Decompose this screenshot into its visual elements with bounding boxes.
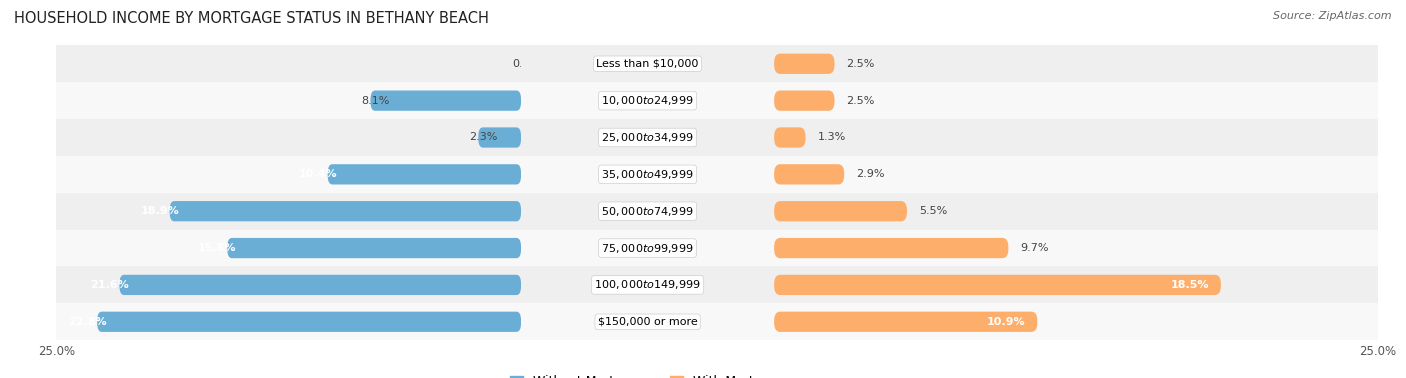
Bar (522, 303, 775, 340)
FancyBboxPatch shape (775, 54, 835, 74)
Bar (522, 156, 775, 193)
Text: Less than $10,000: Less than $10,000 (596, 59, 699, 69)
Bar (775, 119, 1378, 156)
FancyBboxPatch shape (228, 238, 522, 258)
FancyBboxPatch shape (120, 275, 522, 295)
FancyBboxPatch shape (775, 201, 907, 222)
FancyBboxPatch shape (775, 127, 806, 148)
Text: 2.5%: 2.5% (846, 96, 875, 105)
Text: 9.7%: 9.7% (1021, 243, 1049, 253)
FancyBboxPatch shape (775, 238, 1008, 258)
Text: 2.5%: 2.5% (846, 59, 875, 69)
Text: 0.0%: 0.0% (512, 59, 540, 69)
Text: 15.8%: 15.8% (198, 243, 236, 253)
Bar (775, 266, 1378, 303)
Bar (522, 82, 775, 119)
Bar (522, 193, 775, 229)
Text: 2.9%: 2.9% (856, 169, 884, 179)
Bar (56, 303, 522, 340)
Bar (56, 266, 522, 303)
FancyBboxPatch shape (775, 275, 1220, 295)
Bar (522, 119, 775, 156)
Text: $35,000 to $49,999: $35,000 to $49,999 (602, 168, 693, 181)
Bar (775, 156, 1378, 193)
Text: $100,000 to $149,999: $100,000 to $149,999 (595, 279, 702, 291)
Text: $50,000 to $74,999: $50,000 to $74,999 (602, 205, 693, 218)
Text: 18.5%: 18.5% (1170, 280, 1209, 290)
Bar (775, 229, 1378, 266)
Bar (522, 266, 775, 303)
Bar (56, 193, 522, 229)
Bar (775, 303, 1378, 340)
Bar (56, 156, 522, 193)
Legend: Without Mortgage, With Mortgage: Without Mortgage, With Mortgage (505, 370, 790, 378)
Text: $10,000 to $24,999: $10,000 to $24,999 (602, 94, 693, 107)
Bar (775, 193, 1378, 229)
Bar (56, 45, 522, 82)
Text: 22.8%: 22.8% (67, 317, 107, 327)
Text: 10.4%: 10.4% (298, 169, 337, 179)
FancyBboxPatch shape (775, 164, 844, 184)
Text: $75,000 to $99,999: $75,000 to $99,999 (602, 242, 693, 254)
FancyBboxPatch shape (97, 311, 522, 332)
Text: $25,000 to $34,999: $25,000 to $34,999 (602, 131, 693, 144)
Text: 10.9%: 10.9% (987, 317, 1025, 327)
Bar (56, 229, 522, 266)
Text: Source: ZipAtlas.com: Source: ZipAtlas.com (1274, 11, 1392, 21)
Bar (522, 229, 775, 266)
FancyBboxPatch shape (328, 164, 522, 184)
Text: 21.6%: 21.6% (90, 280, 129, 290)
Text: 8.1%: 8.1% (361, 96, 389, 105)
Bar (775, 82, 1378, 119)
Text: 5.5%: 5.5% (920, 206, 948, 216)
FancyBboxPatch shape (775, 311, 1038, 332)
Bar (522, 45, 775, 82)
Bar (56, 82, 522, 119)
FancyBboxPatch shape (775, 90, 835, 111)
Text: 1.3%: 1.3% (818, 133, 846, 143)
Text: $150,000 or more: $150,000 or more (598, 317, 697, 327)
Text: 18.9%: 18.9% (141, 206, 179, 216)
FancyBboxPatch shape (170, 201, 522, 222)
FancyBboxPatch shape (478, 127, 522, 148)
Bar (775, 45, 1378, 82)
Text: 2.3%: 2.3% (470, 133, 498, 143)
Text: HOUSEHOLD INCOME BY MORTGAGE STATUS IN BETHANY BEACH: HOUSEHOLD INCOME BY MORTGAGE STATUS IN B… (14, 11, 489, 26)
FancyBboxPatch shape (370, 90, 522, 111)
Bar (56, 119, 522, 156)
